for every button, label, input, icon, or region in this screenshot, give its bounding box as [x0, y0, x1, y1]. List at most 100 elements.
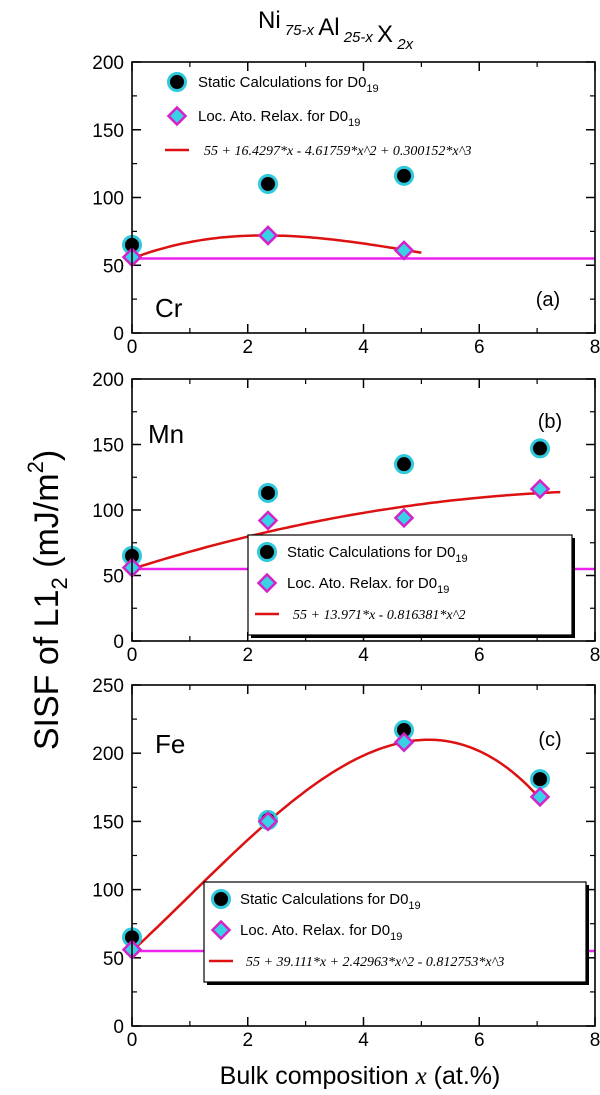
- y-tick-label: 0: [113, 1017, 124, 1038]
- fit-curve: [132, 234, 422, 260]
- legend-fit-label: 55 + 39.111*x + 2.42963*x^2 - 0.812753*x…: [246, 955, 504, 970]
- panel-frame: [131, 61, 596, 334]
- y-axis-title-close: ): [28, 450, 66, 461]
- x-tick-label: 0: [127, 1030, 138, 1051]
- chart-title-part: X: [377, 21, 393, 48]
- relax-point: [529, 786, 551, 808]
- x-tick-label: 2: [242, 645, 253, 666]
- y-tick-label: 50: [103, 567, 124, 588]
- legend-relax-label-main: Loc. Ato. Relax. for D0: [287, 575, 437, 592]
- static-point: [394, 454, 415, 475]
- x-axis-title-variable: x: [415, 1063, 427, 1090]
- legend-static-label: Static Calculations for D019: [240, 891, 421, 912]
- static-point: [530, 438, 551, 459]
- legend-static-marker: [257, 542, 277, 562]
- y-tick-label: 200: [92, 370, 124, 391]
- y-tick-label: 200: [92, 744, 124, 765]
- y-axis-title-subscript: 2: [47, 577, 72, 589]
- relax-point: [529, 478, 551, 500]
- chart-title-part: Ni: [258, 7, 281, 34]
- static-point: [258, 173, 279, 194]
- chart-title-subscript: 2x: [393, 36, 414, 53]
- legend-fit-label: 55 + 16.4297*x - 4.61759*x^2 + 0.300152*…: [204, 144, 472, 159]
- y-tick-label: 250: [92, 676, 124, 697]
- x-tick-label: 4: [358, 337, 369, 358]
- static-point: [258, 482, 279, 503]
- y-axis-title-superscript: 2: [23, 461, 48, 473]
- relax-point: [257, 225, 279, 246]
- panel-frame: [131, 684, 596, 1027]
- legend-static-label-main: Static Calculations for D0: [198, 74, 366, 91]
- chart-title-part: Al: [318, 14, 339, 41]
- relax-point: [257, 811, 279, 832]
- x-tick-label: 4: [358, 1030, 369, 1051]
- panel-tag-label: (b): [538, 411, 562, 433]
- relax-point: [393, 507, 415, 529]
- legend-static-label: Static Calculations for D019: [287, 544, 468, 565]
- x-tick-label: 6: [474, 337, 485, 358]
- y-axis-title: SISF of L12 (mJ/m2): [23, 450, 72, 750]
- y-tick-label: 0: [113, 324, 124, 345]
- y-axis-title-units: (mJ/m: [28, 473, 66, 577]
- x-tick-label: 6: [474, 1030, 485, 1051]
- fit-curve: [132, 490, 561, 571]
- y-tick-label: 150: [92, 121, 124, 142]
- y-tick-label: 50: [103, 256, 124, 277]
- y-tick-label: 100: [92, 189, 124, 210]
- y-tick-label: 150: [92, 812, 124, 833]
- x-axis-title-text: Bulk composition x (at.%): [220, 1062, 501, 1090]
- y-axis-title-text: SISF of L12 (mJ/m2): [23, 450, 72, 750]
- x-axis-title-main: Bulk composition: [220, 1062, 416, 1090]
- y-tick-label: 150: [92, 436, 124, 457]
- legend-static-label-main: Static Calculations for D0: [240, 891, 408, 908]
- panel-cr: 0 2 4 6 8 0 50 100 150 200 Cr (a) Static Calculation…: [92, 53, 600, 358]
- y-tick-label: 100: [92, 881, 124, 902]
- legend-static-label-main: Static Calculations for D0: [287, 544, 455, 561]
- legend-static-label-subscript: 19: [408, 900, 420, 912]
- panel-mn: 0 2 4 6 8 0 50 100 150 200 Mn (b) Static Calculation…: [92, 370, 600, 666]
- legend-relax-label-subscript: 19: [437, 584, 449, 596]
- y-tick-label: 100: [92, 501, 124, 522]
- x-tick-label: 2: [242, 1030, 253, 1051]
- legend-static-marker: [211, 889, 231, 909]
- chart-title-subscript: 75-x: [281, 22, 319, 39]
- legend-box: [203, 881, 587, 983]
- relax-point: [393, 240, 415, 261]
- x-tick-label: 0: [127, 645, 138, 666]
- x-tick-label: 4: [358, 645, 369, 666]
- legend-static-label-subscript: 19: [366, 83, 378, 95]
- legend-relax-label: Loc. Ato. Relax. for D019: [240, 922, 402, 943]
- relax-point: [393, 732, 415, 753]
- chart-title-text: Ni 75-x Al 25-x X 2x: [258, 7, 414, 53]
- legend-relax-marker: [256, 572, 278, 594]
- chart-title-subscript: 25-x: [340, 29, 378, 46]
- legend-static-label: Static Calculations for D019: [198, 74, 379, 95]
- legend-static-label-subscript: 19: [455, 553, 467, 565]
- panel-element-label: Cr: [155, 293, 183, 323]
- y-tick-label: 200: [92, 53, 124, 74]
- x-axis-title-units: (at.%): [427, 1062, 501, 1090]
- legend-relax-label: Loc. Ato. Relax. for D019: [287, 575, 449, 596]
- chart-title: Ni 75-x Al 25-x X 2x: [258, 7, 414, 53]
- panel-frame: [131, 378, 596, 642]
- legend-relax-label: Loc. Ato. Relax. for D019: [198, 108, 360, 129]
- relax-point: [257, 510, 279, 531]
- fit-curve: [132, 738, 544, 952]
- x-tick-label: 6: [474, 645, 485, 666]
- legend-relax-label-subscript: 19: [348, 117, 360, 129]
- y-tick-label: 0: [113, 632, 124, 653]
- x-tick-label: 0: [127, 337, 138, 358]
- x-tick-label: 8: [590, 645, 600, 666]
- legend-relax-label-main: Loc. Ato. Relax. for D0: [240, 922, 390, 939]
- panel-tag-label: (a): [536, 289, 560, 311]
- x-axis-title: Bulk composition x (at.%): [220, 1062, 501, 1090]
- static-point: [530, 769, 551, 790]
- static-point: [394, 165, 415, 186]
- legend-relax-label-subscript: 19: [390, 931, 402, 943]
